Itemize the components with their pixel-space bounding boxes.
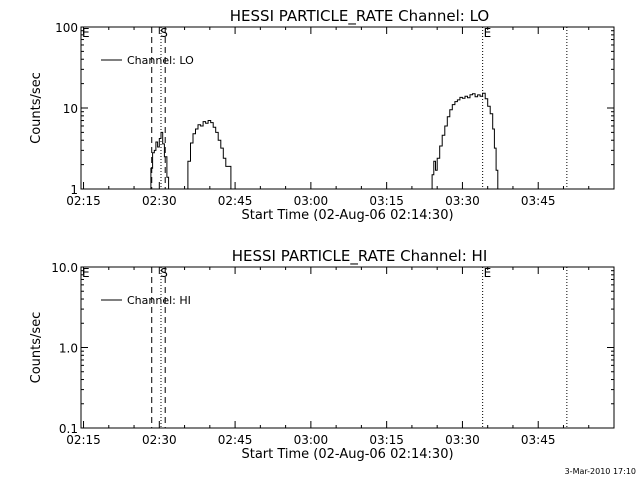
x-tick-label: 02:45 bbox=[218, 433, 253, 447]
x-tick-label: 03:30 bbox=[445, 194, 480, 208]
chart-panel-hi: HESSI PARTICLE_RATE Channel: HI 02:15 02:3… bbox=[29, 247, 615, 462]
series-line-lo bbox=[430, 92, 499, 190]
series-line-lo bbox=[148, 131, 170, 190]
series-line-lo bbox=[185, 120, 232, 190]
footer-stamp: 3-Mar-2010 17:10 bbox=[565, 467, 636, 476]
x-tick-label: 02:45 bbox=[218, 194, 253, 208]
x-tick-label: 02:15 bbox=[66, 433, 101, 447]
x-tick-label: 03:00 bbox=[294, 194, 329, 208]
x-tick-label: 03:30 bbox=[445, 433, 480, 447]
x-tick-label: 03:45 bbox=[521, 194, 556, 208]
chart-title: HESSI PARTICLE_RATE Channel: LO bbox=[230, 7, 489, 26]
x-tick-label: 03:15 bbox=[369, 433, 404, 447]
x-axis-label: Start Time (02-Aug-06 02:14:30) bbox=[241, 208, 453, 223]
marker-label-s: S bbox=[160, 266, 168, 280]
marker-label-e: E bbox=[484, 266, 492, 280]
x-tick-label: 02:30 bbox=[142, 433, 177, 447]
x-tick-label: 02:15 bbox=[66, 194, 101, 208]
x-tick-label: 03:00 bbox=[294, 433, 329, 447]
y-tick-label: 1 bbox=[70, 183, 78, 197]
x-axis-label: Start Time (02-Aug-06 02:14:30) bbox=[241, 447, 453, 462]
y-axis-label: Counts/sec bbox=[29, 312, 44, 384]
y-tick-label: 100 bbox=[55, 21, 78, 35]
chart-title: HESSI PARTICLE_RATE Channel: HI bbox=[232, 247, 488, 266]
y-tick-label: 0.1 bbox=[59, 422, 78, 436]
x-tick-label: 03:15 bbox=[369, 194, 404, 208]
marker-label-s: S bbox=[160, 26, 168, 40]
y-axis-label: Counts/sec bbox=[29, 72, 44, 144]
legend-entry: Channel: LO bbox=[127, 54, 194, 67]
x-tick-label: 02:30 bbox=[142, 194, 177, 208]
marker-label-e: E bbox=[82, 26, 90, 40]
chart-panel-lo: HESSI PARTICLE_RATE Channel: LO 02:15 02:3… bbox=[29, 7, 615, 223]
legend-entry: Channel: HI bbox=[127, 294, 191, 307]
y-tick-label: 10 bbox=[63, 102, 78, 116]
marker-label-e: E bbox=[82, 266, 90, 280]
marker-label-e: E bbox=[484, 26, 492, 40]
y-tick-label: 1.0 bbox=[59, 342, 78, 356]
y-tick-label: 10.0 bbox=[51, 261, 78, 275]
x-tick-label: 03:45 bbox=[521, 433, 556, 447]
